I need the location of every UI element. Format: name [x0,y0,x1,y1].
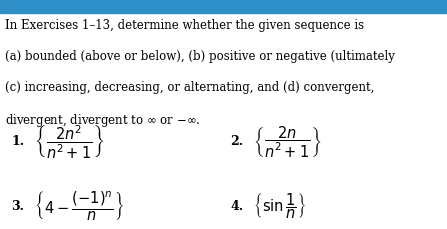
Text: $\left\{\dfrac{2n}{n^2+1}\right\}$: $\left\{\dfrac{2n}{n^2+1}\right\}$ [253,124,321,160]
Text: (a) bounded (above or below), (b) positive or negative (ultimately: (a) bounded (above or below), (b) positi… [5,50,395,63]
Text: 3.: 3. [11,200,24,213]
Text: $\left\{4-\dfrac{(-1)^n}{n}\right\}$: $\left\{4-\dfrac{(-1)^n}{n}\right\}$ [34,190,124,223]
Text: $\left\{\sin\dfrac{1}{n}\right\}$: $\left\{\sin\dfrac{1}{n}\right\}$ [253,191,306,221]
Text: 4.: 4. [230,200,243,213]
Text: 2.: 2. [230,136,243,148]
Text: divergent, divergent to $\infty$ or $-\infty$.: divergent, divergent to $\infty$ or $-\i… [5,112,201,129]
Text: $\left\{\dfrac{2n^2}{n^2+1}\right\}$: $\left\{\dfrac{2n^2}{n^2+1}\right\}$ [34,123,104,161]
Text: In Exercises 1–13, determine whether the given sequence is: In Exercises 1–13, determine whether the… [5,19,364,33]
Bar [0,0,447,13]
Text: (c) increasing, decreasing, or alternating, and (d) convergent,: (c) increasing, decreasing, or alternati… [5,81,375,94]
Text: 1.: 1. [11,136,24,148]
